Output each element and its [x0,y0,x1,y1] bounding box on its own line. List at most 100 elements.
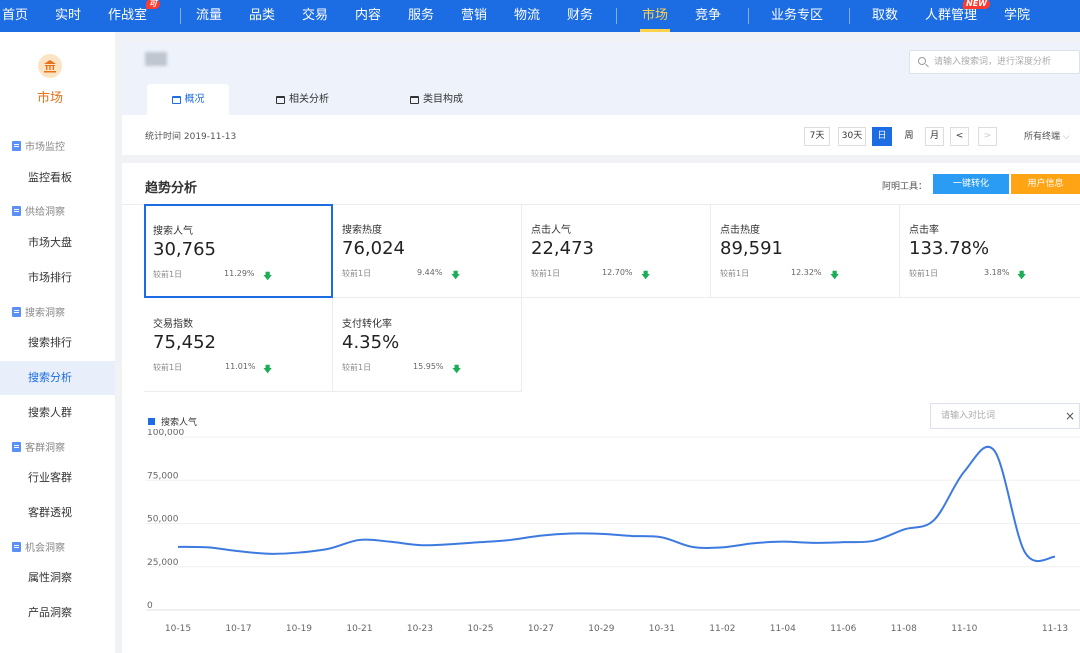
folder-icon [276,95,285,104]
sidebar-group-label: 客群洞察 [25,443,65,454]
arrow-down-icon: 🡇 [452,365,462,375]
document-icon [12,306,21,317]
metric-value: 133.78% [909,238,990,259]
sidebar-item-search-crowd[interactable]: 搜索人群 [28,406,72,419]
search-input[interactable]: 请输入搜索词，进行深度分析 [909,50,1080,74]
prev-button[interactable]: < [950,127,969,146]
x-tick-label: 11-06 [830,624,856,634]
x-tick-label: 10-17 [225,624,251,634]
range-month-button[interactable]: 月 [925,127,944,146]
metric-label: 交易指数 [153,319,193,330]
metric-card-search-popularity[interactable]: 搜索人气 30,765 较前1日 11.29% 🡇 [144,204,333,298]
nav-item-traffic[interactable]: 流量 [196,8,223,23]
nav-item-business-zone[interactable]: 业务专区 [771,8,824,23]
range-7d-button[interactable]: 7天 [804,127,830,146]
sidebar-item-market-rank[interactable]: 市场排行 [28,271,72,284]
tab-label: 相关分析 [289,94,329,105]
sidebar-item-industry-customer[interactable]: 行业客群 [28,471,72,484]
time-bar: 统计时间 2019-11-13 7天 30天 日 周 月 < > 所有终端 ⌵ [122,115,1080,155]
compare-pct: 11.01% [225,362,256,371]
nav-item-service[interactable]: 服务 [408,8,435,23]
arrow-down-icon: 🡇 [1017,271,1027,281]
sidebar-group-label: 市场监控 [25,142,65,153]
convert-button[interactable]: 一键转化 [933,174,1009,194]
nav-item-trade[interactable]: 交易 [302,8,329,23]
trend-panel: 趋势分析 阿明工具： 一键转化 用户信息 搜索人气 30,765 较前1日 11.… [122,163,1080,653]
tab-related-analysis[interactable]: 相关分析 [276,84,329,115]
document-icon [12,205,21,216]
compare-word-input[interactable]: 请输入对比词 × [930,403,1080,429]
metric-card-search-heat[interactable]: 搜索热度 76,024 较前1日 9.44% 🡇 [333,204,522,298]
next-button[interactable]: > [978,127,997,146]
nav-item-marketing[interactable]: 营销 [461,8,488,23]
device-select[interactable]: 所有终端 ⌵ [1024,129,1070,142]
nav-item-finance[interactable]: 财务 [567,8,594,23]
metric-card-click-heat[interactable]: 点击热度 89,591 较前1日 12.32% 🡇 [711,204,900,298]
nav-divider [849,8,850,24]
metric-card-trade-index[interactable]: 交易指数 75,452 较前1日 11.01% 🡇 [144,298,333,392]
nav-item-realtime[interactable]: 实时 [55,8,82,23]
metric-card-click-popularity[interactable]: 点击人气 22,473 较前1日 12.70% 🡇 [522,204,711,298]
metric-card-ctr[interactable]: 点击率 133.78% 较前1日 3.18% 🡇 [900,204,1080,298]
search-icon [918,57,926,65]
compare-pct: 3.18% [984,268,1010,277]
nav-item-warroom[interactable]: 作战室可 [108,0,160,32]
tab-category-composition[interactable]: 类目构成 [410,84,463,115]
metric-compare: 较前1日 3.18% 🡇 [909,268,1080,281]
metric-compare: 较前1日 15.95% 🡇 [342,362,517,375]
blurred-keyword [145,52,167,66]
nav-item-academy[interactable]: 学院 [1004,8,1031,23]
legend-swatch [148,418,155,425]
metric-card-pay-conversion[interactable]: 支付转化率 4.35% 较前1日 15.95% 🡇 [333,298,522,392]
compare-label: 较前1日 [531,269,561,278]
compare-pct: 11.29% [224,269,255,278]
section-title: 趋势分析 [145,181,198,196]
nav-item-competition[interactable]: 竞争 [695,8,722,23]
chart-legend[interactable]: 搜索人气 [148,415,197,428]
sidebar-item-market-overview[interactable]: 市场大盘 [28,236,72,249]
compare-placeholder: 请输入对比词 [941,411,996,421]
range-30d-button[interactable]: 30天 [838,127,866,146]
sidebar-item-product-insight[interactable]: 产品洞察 [28,606,72,619]
nav-item-home[interactable]: 首页 [2,8,29,23]
y-tick-label: 50,000 [147,515,179,525]
sidebar-item-search-rank[interactable]: 搜索排行 [28,336,72,349]
x-tick-label: 10-19 [286,624,312,634]
device-select-value: 所有终端 [1024,132,1061,142]
sidebar-group-search: 搜索洞察 [12,304,65,319]
market-icon [38,54,62,78]
compare-pct: 9.44% [417,268,443,277]
nav-item-crowd[interactable]: 人群管理 NEW [925,0,990,32]
compare-label: 较前1日 [909,269,939,278]
metric-compare: 较前1日 9.44% 🡇 [342,268,517,281]
sidebar-item-attribute-insight[interactable]: 属性洞察 [28,571,72,584]
nav-divider [616,8,617,24]
nav-item-logistics[interactable]: 物流 [514,8,541,23]
sidebar-group-label: 机会洞察 [25,543,65,554]
sidebar-item-search-analysis[interactable]: 搜索分析 [0,361,115,395]
sidebar-item-monitor-board[interactable]: 监控看板 [28,171,72,184]
nav-badge-new: NEW [963,0,990,9]
range-day-button[interactable]: 日 [872,127,892,146]
tab-overview[interactable]: 概况 [147,84,229,115]
x-tick-label: 11-08 [891,624,917,634]
metric-compare: 较前1日 11.29% 🡇 [153,269,328,282]
x-tick-label: 10-25 [467,624,493,634]
user-info-button[interactable]: 用户信息 [1011,174,1080,194]
range-week-button[interactable]: 周 [899,127,919,146]
y-tick-label: 0 [147,601,153,611]
divider [122,204,1080,205]
nav-item-category[interactable]: 品类 [249,8,276,23]
folder-icon [171,95,181,104]
sidebar-item-customer-insight[interactable]: 客群透视 [28,506,72,519]
metric-label: 点击率 [909,225,939,236]
nav-item-data-fetch[interactable]: 取数 [872,8,899,23]
page-header: 请输入搜索词，进行深度分析 概况 相关分析 类目构成 [122,42,1080,115]
metric-compare: 较前1日 12.32% 🡇 [720,268,895,281]
nav-item-market[interactable]: 市场 [639,0,671,32]
x-tick-label: 10-23 [407,624,433,634]
close-icon[interactable]: × [1064,409,1075,423]
nav-item-content[interactable]: 内容 [355,8,382,23]
x-tick-label: 11-04 [770,624,796,634]
top-nav: 首页 实时 作战室可 流量 品类 交易 内容 服务 营销 物流 财务 市场 竞争… [0,0,1080,32]
